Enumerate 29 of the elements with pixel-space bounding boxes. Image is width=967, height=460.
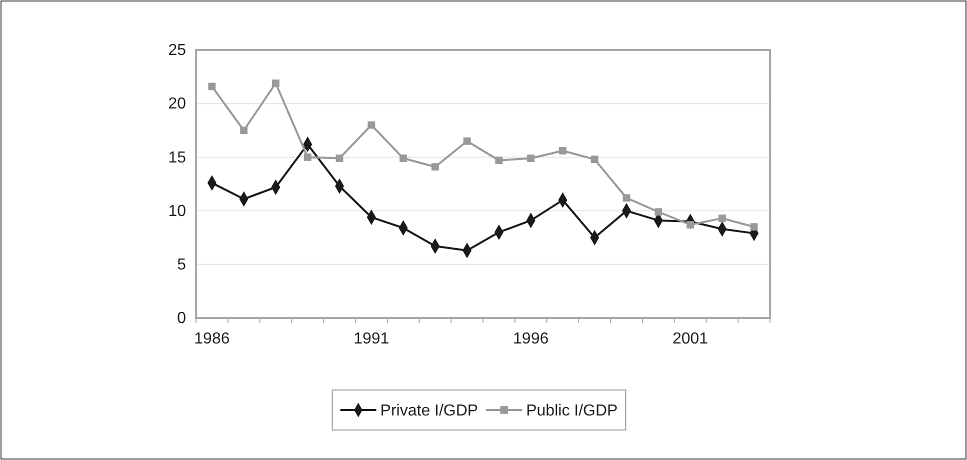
point <box>750 223 758 231</box>
legend-label: Private I/GDP <box>380 402 478 420</box>
y-tick-label: 25 <box>168 42 186 60</box>
point <box>400 154 407 162</box>
legend-label: Public I/GDP <box>526 402 618 420</box>
x-tick-label: 1986 <box>194 330 230 348</box>
y-tick-label: 20 <box>168 96 186 113</box>
point <box>718 214 726 222</box>
point <box>495 156 503 164</box>
point <box>590 156 598 164</box>
y-tick-label: 5 <box>177 256 186 274</box>
point <box>559 147 566 154</box>
y-tick-label: 15 <box>168 149 186 166</box>
y-tick-label: 10 <box>168 202 186 220</box>
point <box>622 194 630 202</box>
point <box>240 126 248 134</box>
point <box>368 121 376 129</box>
point <box>304 153 312 161</box>
point <box>208 82 216 90</box>
point <box>336 154 344 162</box>
point <box>463 137 471 145</box>
x-tick-label: 2001 <box>672 330 708 348</box>
y-tick-label: 0 <box>177 310 186 328</box>
point <box>431 163 439 171</box>
x-tick-label: 1991 <box>354 330 390 348</box>
point <box>654 208 662 216</box>
point <box>272 80 280 87</box>
x-tick-label: 1996 <box>513 330 549 348</box>
point <box>527 154 535 162</box>
